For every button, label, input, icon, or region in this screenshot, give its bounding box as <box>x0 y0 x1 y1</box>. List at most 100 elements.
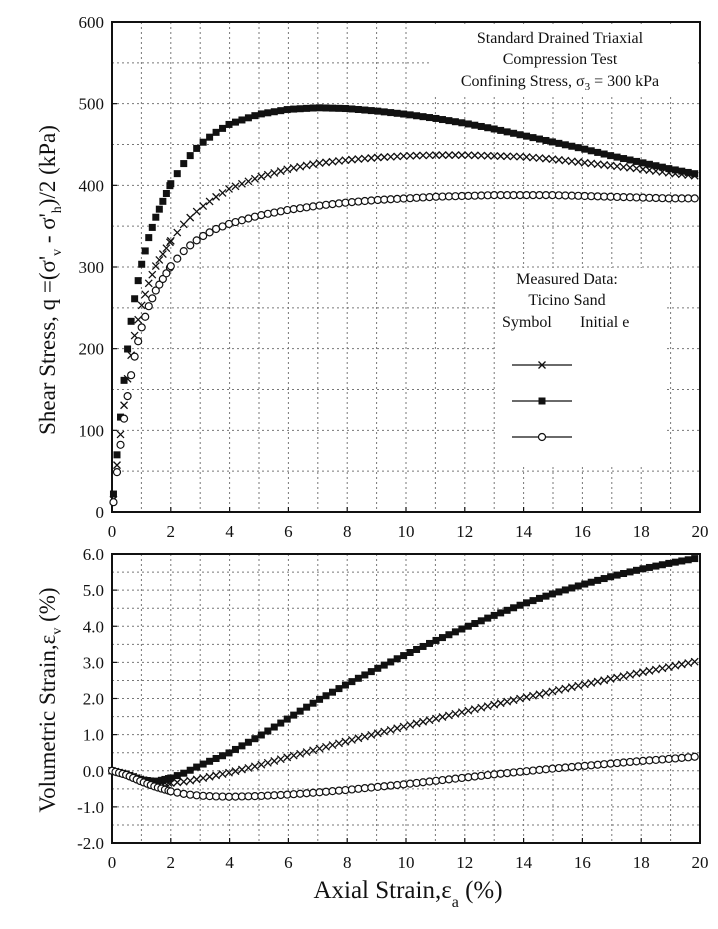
data-point-dense <box>193 144 201 152</box>
x-tick-label: 20 <box>692 522 709 541</box>
data-point-medium <box>593 160 602 169</box>
x-tick-label: 0 <box>108 853 117 872</box>
data-point-dense <box>162 190 170 197</box>
data-point-loose <box>179 246 188 256</box>
xlabel-sub: a <box>452 894 459 911</box>
data-point-dense <box>231 118 239 126</box>
data-point-dense <box>684 168 692 176</box>
data-point-dense <box>367 668 375 676</box>
data-point-medium <box>276 755 285 764</box>
data-point-medium <box>199 202 208 211</box>
data-point-medium <box>626 670 634 679</box>
data-point-dense <box>652 562 660 570</box>
data-point-dense <box>535 594 543 602</box>
data-point-medium <box>250 174 259 183</box>
annotation-line-3: Confining Stress, σ3 = 300 kPa <box>461 73 659 93</box>
data-point-medium <box>296 162 305 171</box>
data-point-medium <box>309 160 318 169</box>
data-point-dense <box>225 120 233 128</box>
data-point-dense <box>471 121 479 129</box>
data-point-medium <box>425 716 434 725</box>
data-point-dense <box>438 634 446 642</box>
data-point-medium <box>529 691 537 700</box>
data-point-dense <box>626 568 634 576</box>
data-point-medium <box>503 697 512 706</box>
x-tick-label: 0 <box>108 522 117 541</box>
data-point-loose <box>148 294 157 303</box>
y-tick-label: 0.0 <box>83 762 104 781</box>
data-point-medium <box>212 192 221 201</box>
data-point-medium <box>218 188 227 197</box>
data-point-dense <box>380 661 388 669</box>
data-point-dense <box>400 110 408 118</box>
y-tick-label: 1.0 <box>83 726 104 745</box>
data-point-medium <box>580 680 589 689</box>
data-point-dense <box>516 131 524 139</box>
data-point-medium <box>257 172 266 181</box>
data-point-loose <box>690 194 699 203</box>
data-point-medium <box>166 236 175 245</box>
data-point-dense <box>400 652 408 660</box>
data-point-medium <box>412 151 421 160</box>
data-point-medium <box>451 709 460 718</box>
data-point-loose <box>186 241 195 250</box>
data-point-dense <box>251 735 259 743</box>
legend-background <box>495 268 665 464</box>
data-point-medium <box>561 156 570 165</box>
data-point-medium <box>341 156 350 165</box>
data-point-medium <box>483 702 492 711</box>
data-point-medium <box>380 727 389 736</box>
data-point-loose <box>199 231 208 241</box>
data-point-medium <box>380 153 389 162</box>
data-point-medium <box>606 161 615 170</box>
data-point-medium <box>322 742 330 751</box>
data-point-medium <box>309 746 318 755</box>
data-point-loose <box>296 204 305 213</box>
data-point-dense <box>251 112 259 120</box>
data-point-loose <box>308 202 318 211</box>
data-point-dense <box>348 678 356 686</box>
data-point-dense <box>413 112 421 120</box>
data-point-dense <box>497 126 505 134</box>
data-point-dense <box>225 749 233 757</box>
data-point-dense <box>283 715 291 723</box>
x-tick-label: 14 <box>515 853 533 872</box>
data-point-medium <box>231 182 240 191</box>
x-tick-label: 12 <box>456 522 473 541</box>
data-point-medium <box>580 158 589 167</box>
data-point-medium <box>509 696 518 705</box>
data-point-dense <box>665 559 673 567</box>
data-point-dense <box>186 152 194 160</box>
data-point-medium <box>296 749 305 758</box>
data-point-medium <box>529 153 537 162</box>
data-point-medium <box>199 774 208 783</box>
data-point-medium <box>574 158 583 166</box>
data-point-medium <box>173 778 182 787</box>
data-point-medium <box>315 159 324 168</box>
y-tick-label: 400 <box>79 176 105 195</box>
data-point-medium <box>541 688 550 697</box>
data-point-medium <box>205 772 214 781</box>
data-point-dense <box>120 376 128 384</box>
data-point-medium <box>516 152 525 161</box>
data-point-medium <box>561 684 570 693</box>
x-tick-label: 6 <box>284 853 293 872</box>
data-point-medium <box>509 152 518 161</box>
data-point-medium <box>270 757 279 765</box>
data-point-dense <box>678 557 686 565</box>
data-point-medium <box>444 711 453 720</box>
data-point-dense <box>309 104 317 112</box>
data-point-medium <box>619 672 628 681</box>
data-point-dense <box>529 597 537 605</box>
data-point-dense <box>568 142 576 150</box>
series-loose <box>109 191 699 507</box>
x-tick-label: 10 <box>398 522 415 541</box>
data-point-medium <box>600 160 609 169</box>
data-point-dense <box>329 104 336 112</box>
data-point-dense <box>341 681 349 689</box>
data-point-loose <box>141 312 150 321</box>
data-point-medium <box>141 290 150 299</box>
data-point-medium <box>522 153 531 161</box>
data-point-medium <box>186 776 195 785</box>
data-point-dense <box>257 110 265 118</box>
